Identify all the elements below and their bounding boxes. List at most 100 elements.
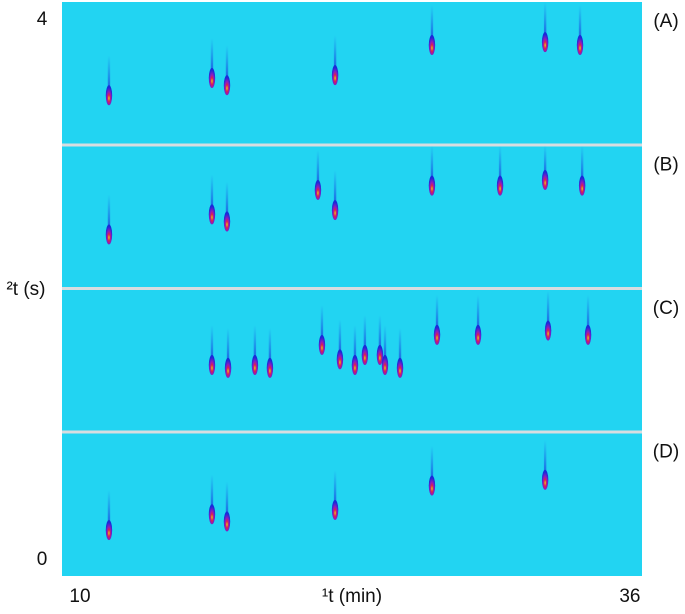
peak-spot bbox=[314, 179, 322, 200]
peak bbox=[223, 45, 231, 96]
peak-spot bbox=[576, 35, 584, 56]
peak-tail bbox=[225, 481, 229, 522]
panel-separator bbox=[62, 287, 642, 290]
peak-spot bbox=[428, 175, 436, 196]
peak-tail bbox=[107, 194, 111, 235]
peak bbox=[474, 294, 482, 345]
peak bbox=[578, 145, 586, 196]
peak bbox=[381, 325, 389, 376]
peak-spot bbox=[496, 175, 504, 196]
peak-tail bbox=[225, 45, 229, 86]
x-tick-label: 36 bbox=[619, 586, 640, 607]
peak-tail bbox=[210, 325, 214, 366]
peak-spot bbox=[336, 349, 344, 370]
peak-spot bbox=[474, 324, 482, 345]
peak bbox=[376, 315, 384, 366]
peak-tail bbox=[543, 439, 547, 480]
y-tick-label: 4 bbox=[37, 9, 48, 30]
peak-spot bbox=[105, 224, 113, 245]
peak-tail bbox=[107, 490, 111, 531]
peak-tail bbox=[316, 149, 320, 190]
peak-spot bbox=[266, 357, 274, 378]
panel-label: (C) bbox=[653, 298, 679, 319]
peak-tail bbox=[586, 294, 590, 335]
y-axis-label: ²t (s) bbox=[6, 279, 45, 300]
peak bbox=[331, 35, 339, 86]
peak bbox=[105, 490, 113, 541]
peak bbox=[576, 5, 584, 56]
peak-spot bbox=[361, 345, 369, 366]
peak-tail bbox=[338, 319, 342, 360]
peak-spot bbox=[433, 324, 441, 345]
peak-spot bbox=[331, 65, 339, 86]
peak-tail bbox=[107, 55, 111, 96]
peak-tail bbox=[226, 327, 230, 368]
peak bbox=[396, 327, 404, 378]
peak-tail bbox=[580, 145, 584, 186]
peak bbox=[584, 294, 592, 345]
peak-spot bbox=[318, 334, 326, 355]
peak-tail bbox=[430, 5, 434, 46]
peak bbox=[224, 327, 232, 378]
peak bbox=[208, 174, 216, 225]
peak-tail bbox=[268, 327, 272, 368]
peak-tail bbox=[353, 325, 357, 366]
peak bbox=[208, 325, 216, 376]
peak-tail bbox=[435, 294, 439, 335]
peak-spot bbox=[541, 32, 549, 53]
peak-tail bbox=[430, 145, 434, 186]
peak bbox=[251, 325, 259, 376]
x-tick-label: 10 bbox=[69, 586, 90, 607]
peak-tail bbox=[363, 315, 367, 356]
peak-spot bbox=[223, 75, 231, 96]
peak-tail bbox=[210, 174, 214, 215]
peak-spot bbox=[578, 175, 586, 196]
peak bbox=[208, 38, 216, 89]
peak-tail bbox=[543, 2, 547, 43]
peak-spot bbox=[428, 475, 436, 496]
peak-spot bbox=[541, 469, 549, 490]
panel-label: (B) bbox=[653, 155, 678, 176]
peak bbox=[208, 474, 216, 525]
peak-spot bbox=[223, 511, 231, 532]
peak-tail bbox=[498, 145, 502, 186]
peak-tail bbox=[333, 469, 337, 510]
peak bbox=[541, 145, 549, 190]
peak-tail bbox=[253, 325, 257, 366]
peak bbox=[223, 481, 231, 532]
peak-tail bbox=[210, 474, 214, 515]
peak-spot bbox=[208, 68, 216, 89]
peak bbox=[266, 327, 274, 378]
peak bbox=[318, 304, 326, 355]
panel-label: (A) bbox=[653, 11, 678, 32]
panel-separator bbox=[62, 143, 642, 147]
peak-tail bbox=[476, 294, 480, 335]
peak bbox=[351, 325, 359, 376]
peak-tail bbox=[398, 327, 402, 368]
peak-spot bbox=[105, 85, 113, 106]
peak bbox=[314, 149, 322, 200]
peak-tail bbox=[578, 5, 582, 46]
peak bbox=[428, 145, 436, 196]
peak bbox=[428, 445, 436, 496]
panel-label: (D) bbox=[653, 442, 679, 463]
peak-spot bbox=[331, 200, 339, 221]
peak bbox=[105, 194, 113, 245]
peak-tail bbox=[383, 325, 387, 366]
peak bbox=[428, 5, 436, 56]
peak-tail bbox=[546, 290, 550, 331]
peak bbox=[361, 315, 369, 366]
peak bbox=[223, 181, 231, 232]
peak-tail bbox=[333, 170, 337, 211]
peak bbox=[105, 55, 113, 106]
x-axis-label: ¹t (min) bbox=[322, 586, 382, 607]
panel-separator bbox=[62, 430, 642, 434]
peak bbox=[331, 469, 339, 520]
peak bbox=[433, 294, 441, 345]
peak-spot bbox=[376, 345, 384, 366]
peak-tail bbox=[225, 181, 229, 222]
peak-spot bbox=[381, 355, 389, 376]
peak-spot bbox=[351, 355, 359, 376]
peak-spot bbox=[208, 355, 216, 376]
